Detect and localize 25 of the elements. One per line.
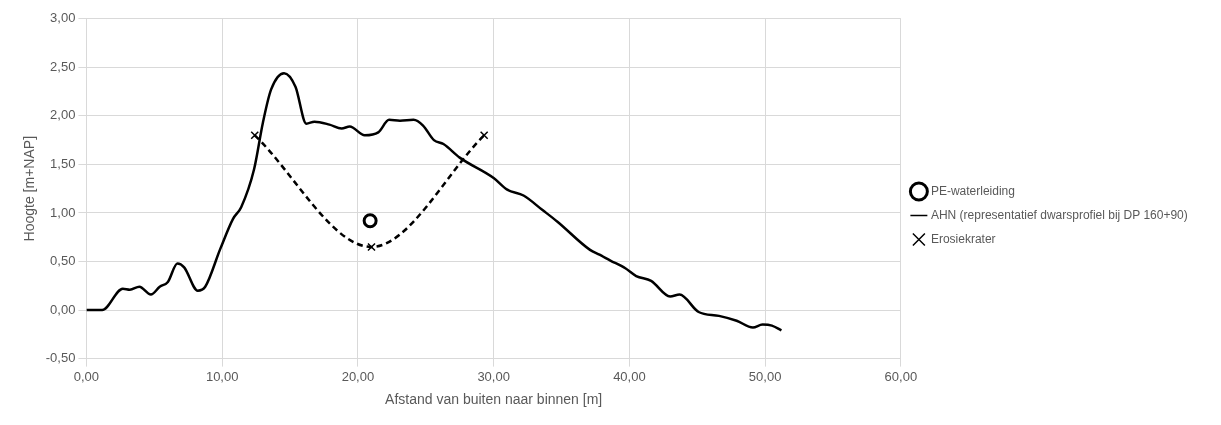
y-tick-label: -0,50 — [45, 350, 76, 366]
y-tick-label: 0,50 — [50, 253, 76, 269]
y-tick-label: 3,00 — [50, 10, 76, 26]
x-tick-label: 30,00 — [477, 368, 510, 384]
x-tick-label: 60,00 — [884, 368, 918, 384]
x-tick-label: 50,00 — [748, 368, 782, 384]
point — [362, 213, 378, 229]
legend-label: AHN (representatief dwarsprofiel bij DP 160+90) — [930, 207, 1188, 222]
legend-label: PE-waterleiding — [930, 183, 1015, 198]
line-series — [86, 71, 783, 332]
x-tick-label: 40,00 — [613, 368, 646, 384]
x-tick-label: 0,00 — [73, 368, 100, 384]
point — [479, 131, 489, 140]
point — [367, 242, 376, 252]
legend-label: Erosiekrater — [930, 231, 996, 246]
x-tick-label: 20,00 — [341, 368, 375, 384]
y-tick-label: 1,50 — [50, 156, 76, 172]
y-tick-label: 0,00 — [50, 301, 76, 317]
y-tick-label: 2,00 — [50, 107, 76, 123]
y-tick-label: 2,50 — [50, 58, 76, 74]
x-axis-title: Afstand van buiten naar binnen [m] — [385, 391, 603, 408]
y-axis-title: Hoogte [m+NAP] — [21, 135, 38, 242]
x-tick-label: 10,00 — [205, 368, 239, 384]
y-tick-label: 1,00 — [50, 204, 76, 220]
point — [250, 131, 260, 140]
